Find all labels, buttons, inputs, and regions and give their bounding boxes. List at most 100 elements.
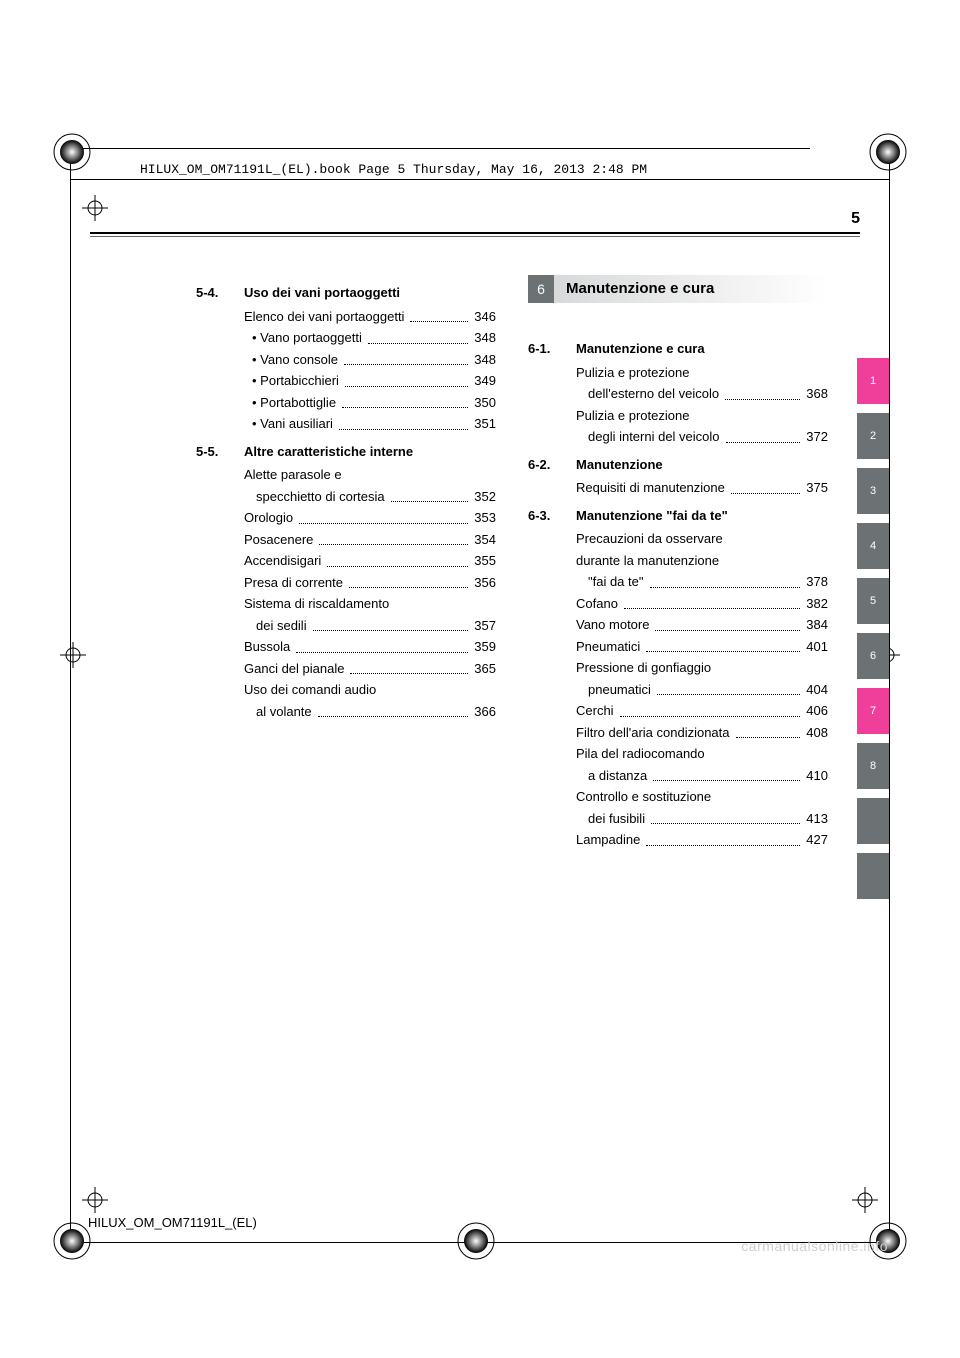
toc-entry: Cerchi406 [576,701,828,721]
toc-left-column: 5-4.Uso dei vani portaoggetti Elenco dei … [196,275,496,852]
crop-line-left [70,148,71,1243]
toc-entry-page: 346 [474,307,496,327]
toc-entry-page: 410 [806,766,828,786]
toc-entry-page: 359 [474,637,496,657]
toc-section-heading: 5-4.Uso dei vani portaoggetti [196,283,496,303]
toc-entry-label: pneumatici [588,680,651,700]
section-tab-6: 6 [857,633,889,679]
toc-entry: Pulizia e protezione [576,363,828,383]
toc-leader-dots [725,399,800,400]
toc-entry-label: Presa di corrente [244,573,343,593]
section-tab-8: 8 [857,743,889,789]
toc-entry-label: Accendisigari [244,551,321,571]
registration-mark-tl [50,130,94,174]
toc-entry: Portabicchieri 349 [252,371,496,391]
toc-entry-page: 348 [474,328,496,348]
toc-leader-dots [736,737,801,738]
toc-entry-page: 413 [806,809,828,829]
toc-leader-dots [339,429,468,430]
toc-entry-page: 366 [474,702,496,722]
registration-mark-tr [866,130,910,174]
toc-entry-label: Vano portaoggetti [252,328,362,348]
toc-entry-label: Controllo e sostituzione [576,787,711,807]
toc-content: 5-4.Uso dei vani portaoggetti Elenco dei … [196,275,836,852]
toc-entry: Elenco dei vani portaoggetti 346 [244,307,496,327]
toc-entry: Lampadine 427 [576,830,828,850]
section-tab-blank-8 [857,798,889,844]
crop-line-right [889,148,890,1243]
toc-entry: Precauzioni da osservare [576,529,828,549]
toc-entry-page: 384 [806,615,828,635]
toc-entry-label: Vani ausiliari [252,414,333,434]
toc-leader-dots [344,364,468,365]
toc-entries: Elenco dei vani portaoggetti 346 Vano port… [244,307,496,434]
toc-entry: dei sedili357 [244,616,496,636]
toc-entry-label: Vano motore [576,615,649,635]
toc-section-title: Manutenzione [576,455,663,475]
toc-entry: "fai da te"378 [576,572,828,592]
toc-entry-label: Pila del radiocomando [576,744,705,764]
toc-leader-dots [646,651,800,652]
toc-entry: Vano motore 384 [576,615,828,635]
toc-entry-label: Sistema di riscaldamento [244,594,389,614]
toc-entry-label: Portabicchieri [252,371,339,391]
running-header: HILUX_OM_OM71191L_(EL).book Page 5 Thurs… [140,162,647,177]
toc-entry: Controllo e sostituzione [576,787,828,807]
toc-leader-dots [726,442,801,443]
toc-entry: Cofano 382 [576,594,828,614]
toc-entry-label: Lampadine [576,830,640,850]
watermark: carmanualsonline.info [741,1238,888,1254]
toc-entry-label: degli interni del veicolo [588,427,720,447]
cross-mark-bl [82,1187,108,1213]
toc-section-heading: 6-2. Manutenzione [528,455,828,475]
toc-entry: Bussola 359 [244,637,496,657]
toc-entry-label: dei fusibili [588,809,645,829]
page-number-rule-thin [90,236,860,237]
toc-entry-label: Pneumatici [576,637,640,657]
toc-entry: Pulizia e protezione [576,406,828,426]
toc-entry-page: 427 [806,830,828,850]
toc-entry-page: 348 [474,350,496,370]
toc-leader-dots [646,845,800,846]
toc-leader-dots [391,501,469,502]
toc-entry-label: Bussola [244,637,290,657]
toc-section-number: 6-2. [528,455,562,475]
toc-entry-label: durante la manutenzione [576,551,719,571]
toc-entry-page: 382 [806,594,828,614]
section-tab-blank-9 [857,853,889,899]
toc-entry-label: Elenco dei vani portaoggetti [244,307,404,327]
section-tab-5: 5 [857,578,889,624]
toc-entry-page: 356 [474,573,496,593]
toc-entry: Accendisigari 355 [244,551,496,571]
toc-entry-label: Cofano [576,594,618,614]
toc-section-heading: 6-3.Manutenzione "fai da te" [528,506,828,526]
toc-entry-label: Requisiti di manutenzione [576,478,725,498]
toc-entry-page: 404 [806,680,828,700]
toc-entry: specchietto di cortesia352 [244,487,496,507]
toc-leader-dots [350,673,468,674]
toc-section-number: 5-5. [196,442,230,462]
toc-leader-dots [319,544,468,545]
toc-entries: Precauzioni da osservaredurante la manut… [576,529,828,850]
toc-entries: Alette parasole especchietto di cortesia… [244,465,496,721]
toc-entry: a distanza410 [576,766,828,786]
toc-section-title: Uso dei vani portaoggetti [244,283,400,303]
chapter-number: 6 [528,275,554,303]
toc-right-column: 6Manutenzione e cura6-1.Manutenzione e c… [528,275,828,852]
section-tab-3: 3 [857,468,889,514]
toc-section-title: Manutenzione e cura [576,339,705,359]
toc-entry-page: 355 [474,551,496,571]
cross-mark-ml [60,642,86,668]
cross-mark-tl [82,195,108,221]
toc-entry-label: "fai da te" [588,572,644,592]
toc-entry: Pressione di gonfiaggio [576,658,828,678]
chapter-title: Manutenzione e cura [554,275,828,303]
toc-entry-page: 406 [806,701,828,721]
toc-entry-label: Portabottiglie [252,393,336,413]
section-tab-4: 4 [857,523,889,569]
toc-leader-dots [731,493,800,494]
toc-entry-label: Alette parasole e [244,465,342,485]
toc-leader-dots [651,823,800,824]
toc-entry-label: Pulizia e protezione [576,406,689,426]
toc-entry-page: 349 [474,371,496,391]
